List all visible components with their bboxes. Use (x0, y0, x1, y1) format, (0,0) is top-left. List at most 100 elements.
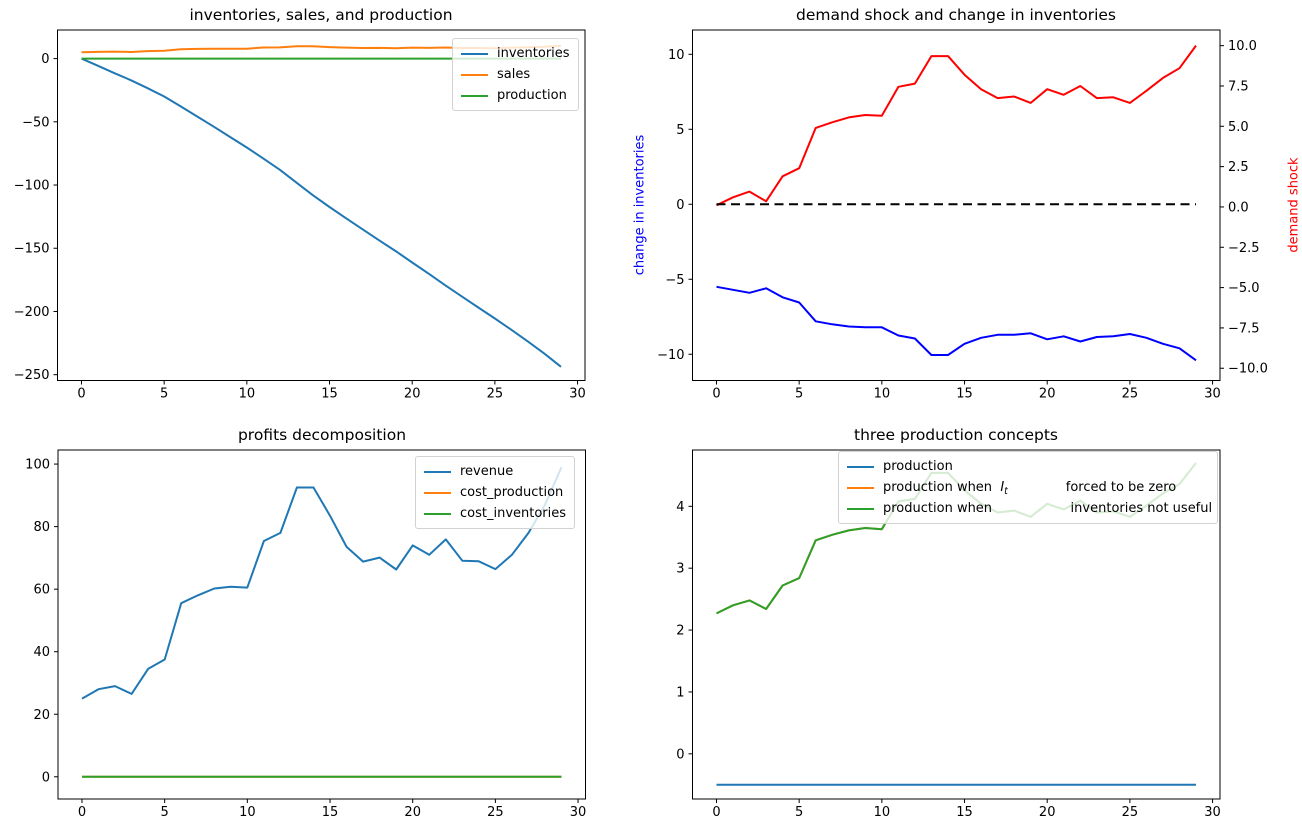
legend-entry: sales (461, 64, 570, 85)
x-tick-label: 30 (569, 387, 586, 402)
x-tick-label: 20 (1039, 387, 1056, 402)
legend-entry-label: production when It forced to be zero (883, 479, 1177, 497)
y-right-tick-label: −10.0 (1228, 362, 1268, 377)
series-line-revenue (81, 466, 563, 700)
legend-entry-label: cost_inventories (460, 506, 567, 521)
legend-entry-label: production (497, 88, 567, 103)
y-tick-label: 40 (33, 645, 50, 660)
x-tick-label: 15 (956, 805, 973, 820)
x-tick-label: 20 (1039, 805, 1056, 820)
x-tick-label: 20 (404, 387, 421, 402)
x-tick-label: 25 (1122, 805, 1139, 820)
y-right-tick-label: −5.0 (1228, 281, 1260, 296)
y-tick-label: 5 (676, 123, 684, 138)
y-tick-label: −150 (14, 242, 50, 257)
x-tick-label: 30 (570, 805, 587, 820)
legend-entry-label: sales (497, 67, 531, 82)
x-tick-label: 25 (1122, 387, 1139, 402)
x-tick-label: 25 (487, 805, 504, 820)
legend-entry-label: cost_production (460, 485, 564, 500)
y-tick-label: 2 (676, 624, 684, 639)
x-tick-label: 15 (322, 805, 339, 820)
legend-entry: cost_production (424, 482, 566, 503)
legend-line-swatch (461, 73, 488, 76)
x-tick-label: 15 (321, 387, 338, 402)
ylabel-change-in-inventories: change in inventories (632, 134, 648, 276)
legend-entry: production when It forced to be zero (847, 477, 1209, 498)
y-tick-label: 1 (676, 685, 684, 700)
x-tick-label: 0 (712, 805, 720, 820)
y-tick-label: 0 (676, 198, 684, 213)
axes-border (57, 449, 586, 800)
y-tick-label: 60 (33, 583, 50, 598)
x-tick-label: 10 (239, 387, 256, 402)
chart-title-inventories-sales-production: inventories, sales, and production (189, 6, 453, 24)
legend-three-production-concepts: production production when It forced to b… (838, 451, 1218, 524)
y-right-tick-label: 0.0 (1228, 200, 1249, 215)
y-tick-label: −5 (665, 273, 684, 288)
y-right-tick-label: 10.0 (1228, 39, 1257, 54)
x-tick-label: 10 (239, 805, 256, 820)
series-line-change-in-inventories (716, 285, 1197, 362)
x-tick-label: 15 (956, 387, 973, 402)
y-tick-label: −100 (14, 179, 50, 194)
x-tick-label: 0 (78, 805, 86, 820)
legend-line-swatch (847, 486, 874, 489)
legend-line-swatch (424, 470, 451, 473)
legend-entry-label: revenue (460, 464, 514, 479)
x-tick-label: 10 (874, 387, 891, 402)
y-tick-label: 0 (41, 52, 49, 67)
y-tick-label: 80 (33, 520, 50, 535)
y-tick-label: 10 (668, 48, 685, 63)
y-right-tick-label: 7.5 (1228, 79, 1249, 94)
legend-entry: production when inventories not useful (847, 498, 1213, 519)
chart-profits-decomposition: 0 5 10 15 20 25 30 0 20 40 60 80 100 (25, 449, 587, 820)
y-right-tick-label: 5.0 (1228, 120, 1249, 135)
legend-profits-decomposition: revenue cost_production cost_inventories (415, 456, 576, 529)
legend-entry: production (847, 456, 1209, 477)
legend-entry: revenue (424, 461, 566, 482)
y-tick-label: −10 (657, 348, 684, 363)
y-tick-label: −200 (14, 305, 50, 320)
ylabel-demand-shock: demand shock (1286, 157, 1302, 253)
x-tick-label: 0 (712, 387, 720, 402)
series-group (716, 45, 1197, 362)
legend-entry-label: production (883, 459, 953, 474)
y-tick-label: 4 (676, 500, 684, 515)
x-tick-label: 20 (404, 805, 421, 820)
legend-line-swatch (847, 465, 874, 468)
legend-line-swatch (424, 491, 451, 494)
x-tick-label: 30 (1204, 805, 1221, 820)
y-tick-label: 0 (42, 770, 50, 785)
y-tick-label: 0 (676, 747, 684, 762)
chart-demand-shock-change-inventories: 0 5 10 15 20 25 30 10 5 0 −5 −10 10.0 7.5 5.0 2.5 0.0 −2.… (657, 29, 1268, 402)
series-group (81, 466, 563, 778)
y-tick-label: 100 (25, 458, 50, 473)
series-line-demand-shock (716, 45, 1197, 207)
chart-inventories-sales-production: 0 5 10 15 20 25 30 0 −50 −100 −150 −200 −250 (14, 29, 586, 402)
x-tick-label: 10 (874, 805, 891, 820)
x-tick-label: 5 (160, 387, 168, 402)
x-tick-label: 5 (795, 387, 803, 402)
axes-border (692, 29, 1221, 381)
chart-title-demand-shock: demand shock and change in inventories (796, 6, 1116, 24)
legend-inventories-sales-production: inventories sales production (452, 38, 579, 111)
legend-line-swatch (461, 94, 488, 97)
axes-border (692, 449, 1221, 800)
y-tick-label: −50 (22, 115, 49, 130)
y-tick-label: 3 (676, 562, 684, 577)
x-tick-label: 5 (161, 805, 169, 820)
x-tick-label: 5 (795, 805, 803, 820)
x-tick-label: 0 (77, 387, 85, 402)
chart-title-profits-decomposition: profits decomposition (237, 426, 407, 444)
legend-line-swatch (424, 512, 451, 515)
x-tick-label: 30 (1204, 387, 1221, 402)
legend-entry-label: inventories (497, 46, 570, 61)
y-right-tick-label: −7.5 (1228, 321, 1260, 336)
y-tick-label: 20 (33, 708, 50, 723)
legend-line-swatch (847, 507, 874, 510)
legend-entry: cost_inventories (424, 503, 566, 524)
legend-entry-label: production when inventories not useful (883, 501, 1213, 516)
